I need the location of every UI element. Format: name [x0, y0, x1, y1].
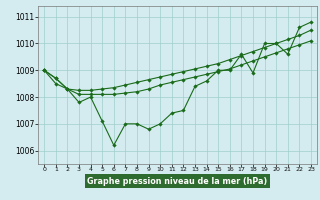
X-axis label: Graphe pression niveau de la mer (hPa): Graphe pression niveau de la mer (hPa)	[87, 177, 268, 186]
